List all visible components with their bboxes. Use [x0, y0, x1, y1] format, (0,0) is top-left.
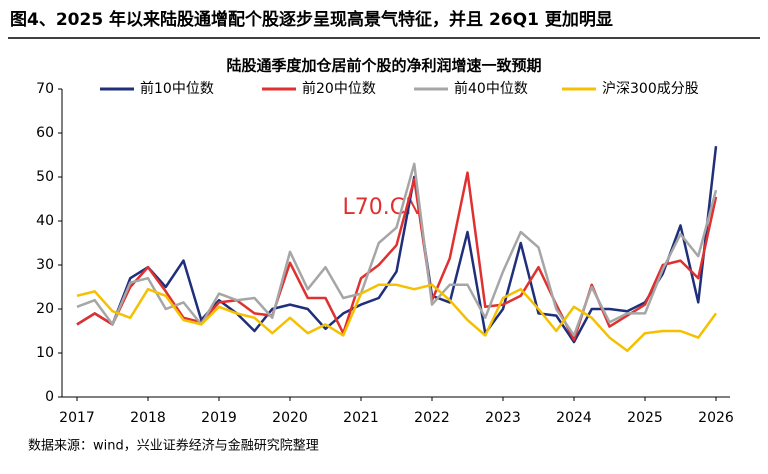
legend-label: 沪深300成分股	[602, 81, 699, 97]
x-tick-label: 2017	[59, 410, 95, 426]
x-tick-label: 2019	[201, 410, 237, 426]
series-line	[76, 162, 718, 337]
page-title: 图4、2025 年以来陆股通增配个股逐步呈现高景气特征，并且 26Q1 更加明显	[10, 9, 613, 30]
legend-label: 前20中位数	[302, 80, 376, 97]
legend-label: 前10中位数	[140, 80, 214, 97]
y-tick-label: 0	[45, 389, 54, 405]
y-tick-label: 20	[36, 301, 54, 317]
series-line	[76, 146, 718, 344]
x-tick-label: 2023	[485, 410, 521, 426]
x-tick-label: 2024	[556, 410, 592, 426]
x-tick-label: 2020	[272, 410, 308, 426]
series-line	[76, 283, 718, 353]
x-tick-label: 2021	[343, 410, 379, 426]
y-tick-label: 60	[36, 125, 54, 141]
source-note: 数据来源：wind，兴业证券经济与金融研究院整理	[28, 438, 319, 454]
x-tick-label: 2025	[627, 410, 663, 426]
x-tick-label: 2018	[130, 410, 166, 426]
y-tick-label: 70	[36, 81, 54, 97]
x-tick-label: 2022	[414, 410, 450, 426]
y-tick-label: 50	[36, 169, 54, 185]
series-line	[76, 171, 718, 342]
y-tick-label: 30	[36, 257, 54, 273]
y-tick-label: 10	[36, 345, 54, 361]
x-tick-label: 2026	[698, 410, 734, 426]
y-tick-label: 40	[36, 213, 54, 229]
chart-title: 陆股通季度加仓居前个股的净利润增速一致预期	[226, 57, 541, 75]
legend-label: 前40中位数	[454, 80, 528, 97]
